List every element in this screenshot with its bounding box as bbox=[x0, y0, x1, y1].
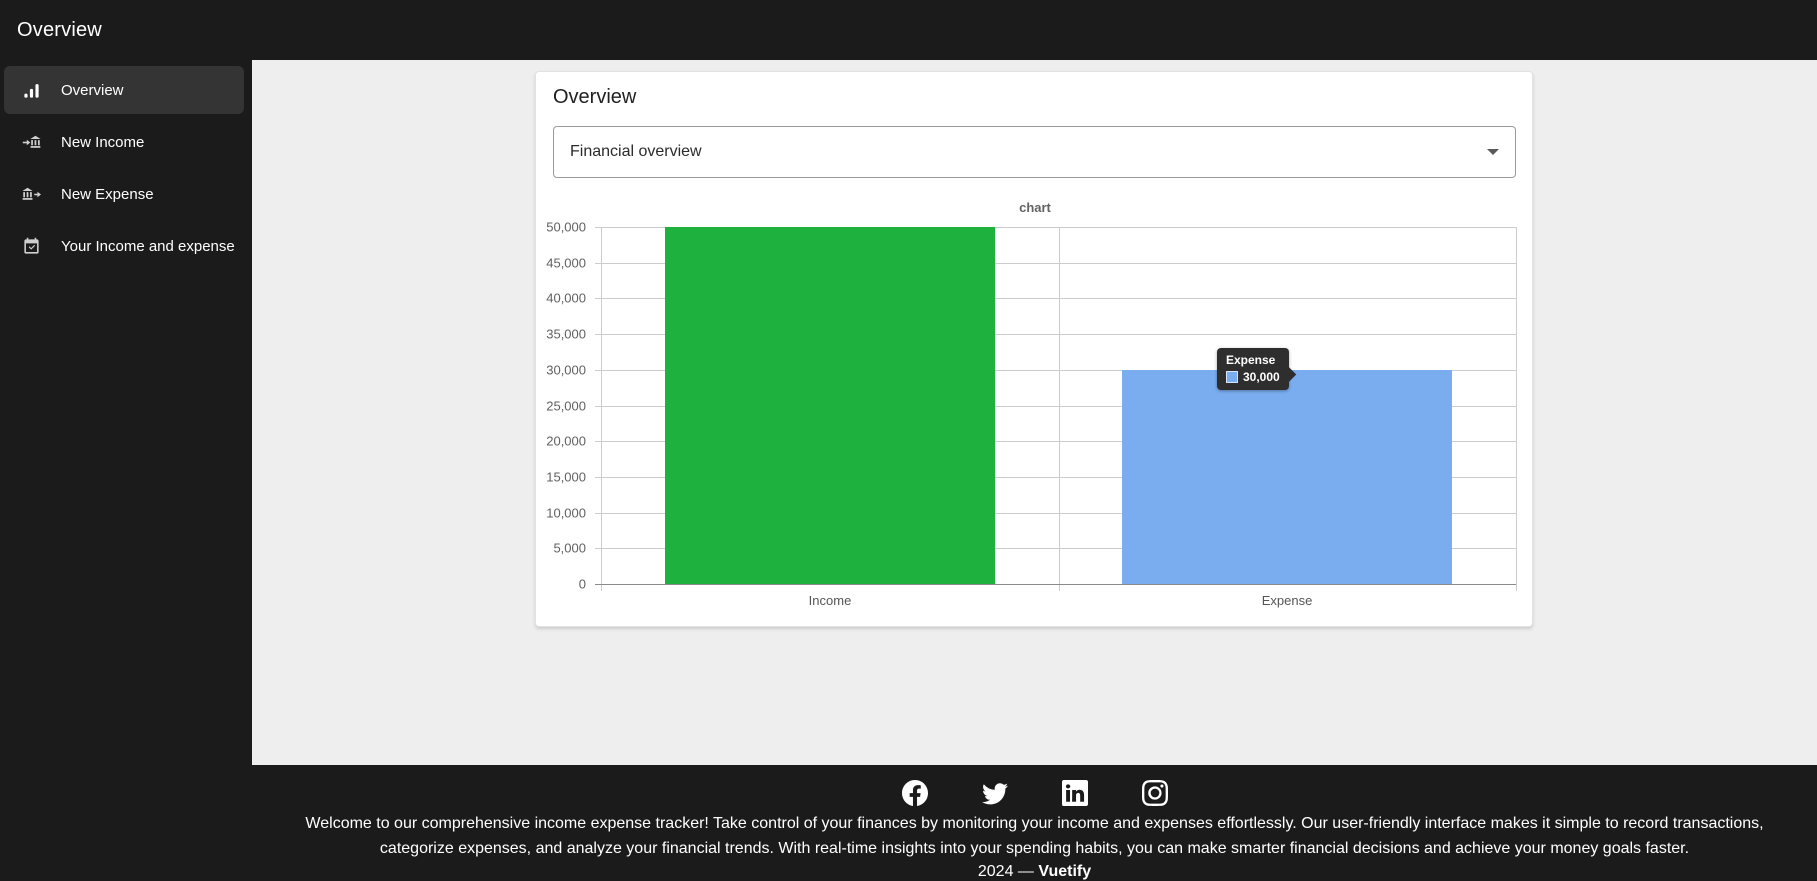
x-axis-category-label: Income bbox=[808, 593, 852, 608]
x-axis-category-label: Expense bbox=[1261, 593, 1313, 608]
select-value: Financial overview bbox=[570, 143, 702, 160]
sidebar-item-label: New Income bbox=[61, 133, 145, 151]
bar-chart-icon bbox=[22, 81, 41, 100]
tooltip-series-label: Expense bbox=[1226, 353, 1276, 367]
chart-gridline bbox=[595, 227, 1516, 228]
y-axis-tick-label: 35,000 bbox=[546, 326, 586, 342]
sidebar-item-label: New Expense bbox=[61, 185, 154, 203]
sidebar-item-overview[interactable]: Overview bbox=[4, 66, 244, 114]
bank-transfer-in-icon bbox=[22, 133, 41, 152]
chart-vertical-gridline bbox=[601, 227, 602, 591]
footer-copyright: 2024 — Vuetify bbox=[252, 863, 1817, 881]
bar-income[interactable] bbox=[665, 227, 995, 584]
linkedin-icon[interactable] bbox=[1061, 780, 1088, 806]
card-title: Overview bbox=[553, 86, 637, 108]
y-axis-tick-label: 15,000 bbox=[546, 469, 586, 485]
footer-year: 2024 — bbox=[977, 863, 1034, 880]
social-links bbox=[252, 765, 1817, 806]
y-axis-tick-label: 45,000 bbox=[546, 255, 586, 271]
footer-brand: Vuetify bbox=[1038, 863, 1092, 880]
chart-gridline bbox=[595, 548, 1516, 550]
sidebar: Overview New Income New Expense Your Inc… bbox=[0, 60, 252, 765]
chart-gridline bbox=[595, 262, 1516, 264]
footer-description: Welcome to our comprehensive income expe… bbox=[305, 815, 1764, 857]
chevron-down-icon bbox=[1487, 149, 1499, 155]
chart-canvas: chart 0 5,000 10,000 15,000 20,000 25,000 30,0… bbox=[536, 178, 1532, 628]
y-axis-tick-label: 0 bbox=[578, 576, 586, 592]
tooltip-swatch bbox=[1226, 371, 1238, 383]
chart-gridline bbox=[595, 334, 1516, 336]
main-content: Overview Financial overview chart 0 5,000… bbox=[252, 60, 1817, 765]
y-axis-tick-label: 10,000 bbox=[546, 505, 586, 521]
y-axis-tick-label: 25,000 bbox=[546, 398, 586, 413]
chart-gridline bbox=[595, 476, 1516, 478]
chart-gridline bbox=[595, 298, 1516, 300]
chart-vertical-gridline bbox=[1516, 227, 1517, 591]
chart-baseline bbox=[595, 584, 1516, 585]
chart-vertical-gridline bbox=[1059, 227, 1060, 591]
footer: Welcome to our comprehensive income expe… bbox=[0, 765, 1817, 881]
facebook-icon[interactable] bbox=[901, 780, 928, 806]
y-axis-tick-label: 50,000 bbox=[546, 219, 586, 235]
chart-gridline bbox=[595, 369, 1516, 371]
sidebar-item-label: Your Income and expense bbox=[61, 237, 235, 255]
chart-gridline bbox=[595, 405, 1516, 407]
y-axis-tick-label: 5,000 bbox=[553, 540, 586, 556]
bar-expense[interactable] bbox=[1122, 370, 1452, 584]
calendar-check-icon bbox=[22, 237, 41, 256]
app-bar: Overview bbox=[0, 0, 1817, 60]
bank-transfer-out-icon bbox=[22, 185, 41, 204]
chart-gridline bbox=[595, 441, 1516, 443]
sidebar-item-label: Overview bbox=[61, 81, 124, 99]
y-axis-tick-label: 20,000 bbox=[546, 433, 586, 449]
y-axis-tick-label: 30,000 bbox=[546, 362, 586, 378]
financial-overview-select[interactable]: Financial overview bbox=[553, 126, 1516, 178]
chart-title: chart bbox=[1019, 200, 1051, 215]
instagram-icon[interactable] bbox=[1141, 780, 1168, 806]
sidebar-item-your-income-and-expense[interactable]: Your Income and expense bbox=[4, 222, 244, 270]
chart-gridline bbox=[595, 512, 1516, 514]
sidebar-item-new-income[interactable]: New Income bbox=[4, 118, 244, 166]
tooltip-value: 30,000 bbox=[1243, 370, 1280, 384]
chart-tooltip: Expense 30,000 bbox=[1217, 348, 1296, 390]
twitter-icon[interactable] bbox=[981, 780, 1008, 806]
sidebar-item-new-expense[interactable]: New Expense bbox=[4, 170, 244, 218]
app-bar-title: Overview bbox=[17, 18, 102, 41]
overview-card: Overview Financial overview chart 0 5,000… bbox=[535, 71, 1533, 627]
y-axis-tick-label: 40,000 bbox=[546, 290, 586, 306]
